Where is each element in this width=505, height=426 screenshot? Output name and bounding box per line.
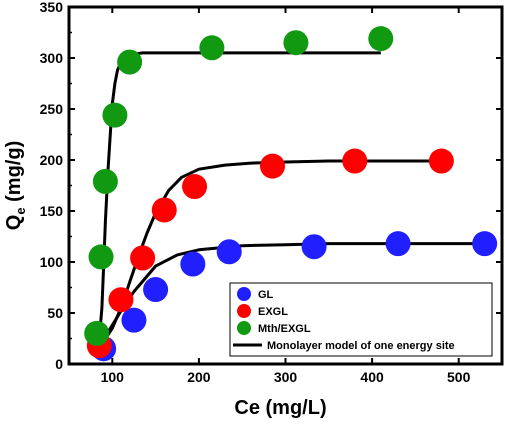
data-point-mth-exgl	[199, 35, 225, 61]
data-point-gl	[143, 277, 169, 303]
y-tick-label: 200	[40, 152, 64, 168]
data-point-gl	[121, 307, 147, 333]
data-point-exgl	[130, 245, 156, 271]
x-axis-title: Ce (mg/L)	[234, 397, 326, 419]
data-point-mth-exgl	[88, 244, 114, 270]
x-tick-label: 400	[360, 369, 384, 385]
y-tick-label: 300	[40, 50, 64, 66]
data-point-mth-exgl	[117, 49, 143, 75]
y-axis-title-unit: (mg/g)	[3, 141, 25, 208]
legend-marker	[237, 287, 251, 301]
legend-label: GL	[258, 289, 274, 301]
legend-marker	[237, 321, 251, 335]
data-point-mth-exgl	[368, 26, 394, 52]
x-tick-label: 200	[187, 369, 211, 385]
data-point-exgl	[182, 174, 208, 200]
y-axis-title-subscript: e	[13, 207, 28, 214]
fit-curve-3	[95, 51, 381, 345]
y-axis-title-main: Q	[3, 215, 25, 231]
y-tick-label: 50	[47, 305, 63, 321]
data-point-exgl	[108, 287, 134, 313]
legend-label: Mth/EXGL	[258, 323, 311, 335]
y-tick-label: 0	[55, 356, 63, 372]
x-tick-label: 500	[447, 369, 471, 385]
legend-label: Monolayer model of one energy site	[267, 340, 455, 352]
y-tick-label: 150	[40, 203, 64, 219]
y-axis-title: Qe (mg/g)	[3, 141, 28, 230]
data-point-mth-exgl	[84, 320, 110, 346]
x-tick-label: 300	[274, 369, 298, 385]
y-tick-label: 100	[40, 254, 64, 270]
data-point-exgl	[342, 148, 368, 174]
data-point-gl	[301, 234, 327, 260]
data-point-gl	[472, 231, 498, 257]
data-point-exgl	[260, 153, 286, 179]
data-point-gl	[180, 251, 206, 277]
data-point-gl	[385, 231, 411, 257]
legend-box	[229, 282, 493, 357]
data-point-mth-exgl	[283, 30, 309, 56]
data-point-mth-exgl	[102, 102, 128, 128]
fit-curve-2	[95, 159, 442, 347]
data-point-mth-exgl	[92, 168, 118, 194]
y-tick-label: 350	[40, 0, 64, 15]
x-tick-label: 100	[101, 369, 125, 385]
data-point-exgl	[428, 148, 454, 174]
data-point-exgl	[151, 197, 177, 223]
legend-marker	[237, 304, 251, 318]
y-tick-label: 250	[40, 101, 64, 117]
data-point-gl	[216, 239, 242, 265]
legend-label: EXGL	[258, 306, 288, 318]
